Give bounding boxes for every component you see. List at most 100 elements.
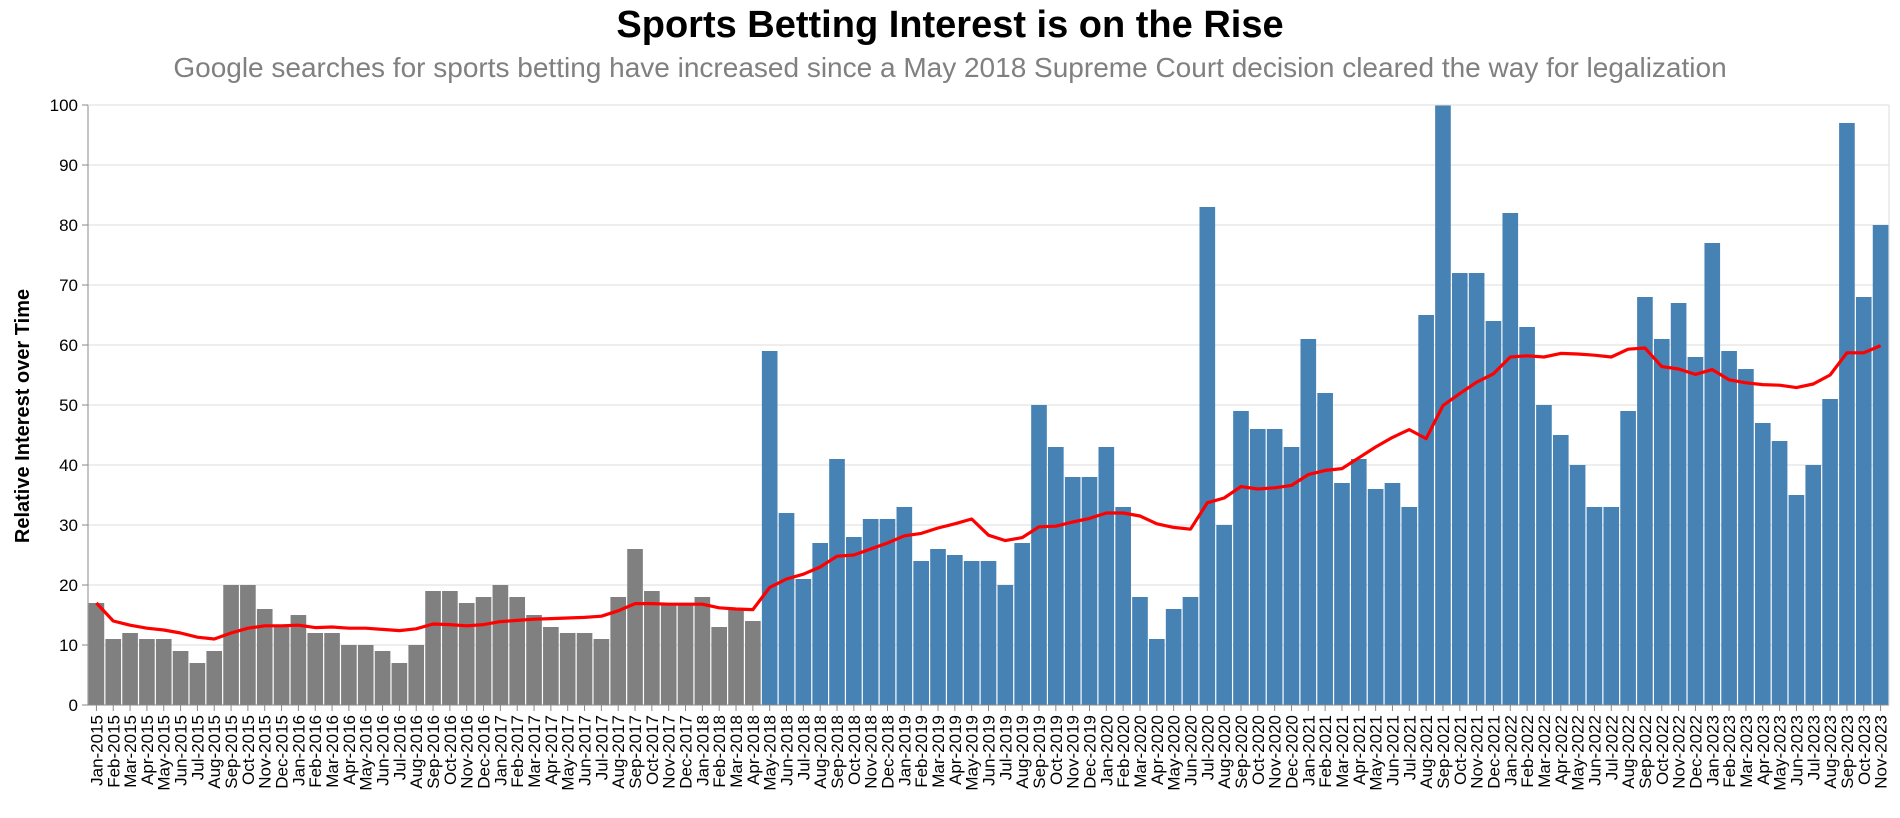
bar (778, 513, 795, 705)
bar (172, 651, 189, 705)
bar (307, 633, 324, 705)
x-tick-label: Oct-2016 (441, 715, 460, 785)
x-tick-label: Jul-2021 (1400, 715, 1419, 780)
x-tick-label: Dec-2017 (677, 715, 696, 789)
x-tick-label: Feb-2017 (508, 715, 527, 788)
x-tick-label: Apr-2015 (138, 715, 157, 785)
x-tick-label: Jul-2018 (794, 715, 813, 780)
bar (543, 627, 559, 705)
x-tick-label: Oct-2018 (845, 715, 864, 785)
x-tick-label: Nov-2016 (458, 715, 477, 789)
trend-line-layer (95, 344, 1882, 641)
bar (1283, 447, 1300, 705)
x-tick-label: Apr-2018 (744, 715, 763, 785)
bar (593, 639, 610, 705)
bar (1738, 369, 1754, 705)
x-tick-label: Apr-2021 (1350, 715, 1369, 785)
bar (1468, 273, 1485, 705)
x-tick-label: Mar-2017 (525, 715, 544, 788)
x-tick-label: Dec-2015 (273, 715, 292, 789)
x-tick-label: May-2023 (1771, 715, 1790, 791)
bar (1637, 297, 1653, 705)
x-tick-label: Feb-2023 (1720, 715, 1739, 788)
bar (1872, 225, 1889, 705)
x-tick-label: Sep-2019 (1030, 715, 1049, 789)
x-tick-label: Mar-2019 (929, 715, 948, 788)
x-tick-label: Nov-2023 (1872, 715, 1891, 789)
bar (862, 519, 879, 705)
y-tick-label: 0 (69, 696, 78, 715)
bar (1317, 393, 1333, 705)
x-tick-label: Jan-2016 (289, 715, 308, 786)
bar (644, 591, 660, 705)
bar (425, 591, 441, 705)
x-tick-label: Feb-2018 (710, 715, 729, 788)
x-tick-label: Dec-2019 (1080, 715, 1099, 789)
bar (896, 507, 913, 705)
x-tick-label: Mar-2020 (1131, 715, 1150, 788)
x-tick-label: Jan-2018 (693, 715, 712, 786)
bar (88, 603, 105, 705)
x-tick-label: Feb-2022 (1518, 715, 1537, 788)
bar (1350, 459, 1367, 705)
x-tick-label: Jul-2019 (996, 715, 1015, 780)
x-tick-label: Mar-2018 (727, 715, 746, 788)
bars (88, 105, 1889, 705)
bar (1048, 447, 1064, 705)
bar (879, 519, 896, 705)
bar (1384, 483, 1401, 705)
bar (1165, 609, 1182, 705)
bar (1216, 525, 1232, 705)
bar (1569, 465, 1586, 705)
x-tick-label: Aug-2022 (1619, 715, 1638, 789)
bar (1199, 207, 1216, 705)
bar (1771, 441, 1788, 705)
bar (189, 663, 206, 705)
bar (1687, 357, 1704, 705)
x-tick-label: May-2017 (559, 715, 578, 791)
bar (627, 549, 643, 705)
bar (509, 597, 526, 705)
bar (1603, 507, 1620, 705)
bar (812, 543, 828, 705)
x-tick-label: Sep-2018 (828, 715, 847, 789)
x-tick-label: Sep-2017 (626, 715, 645, 789)
x-tick-label: Jun-2022 (1585, 715, 1604, 786)
y-tick-label: 40 (59, 456, 78, 475)
bar (408, 645, 425, 705)
x-tick-label: Apr-2020 (1148, 715, 1167, 785)
x-tick-label: Jul-2016 (390, 715, 409, 780)
bar (1132, 597, 1148, 705)
y-tick-label: 60 (59, 336, 78, 355)
bar (526, 615, 542, 705)
bar (1788, 495, 1805, 705)
x-tick-label: Dec-2022 (1686, 715, 1705, 789)
x-tick-label: Aug-2017 (609, 715, 628, 789)
bar (442, 591, 458, 705)
x-tick-label: Oct-2017 (643, 715, 662, 785)
bar (105, 639, 122, 705)
x-tick-label: Dec-2020 (1282, 715, 1301, 789)
x-tick-label: Jun-2016 (374, 715, 393, 786)
x-tick-label: Mar-2015 (121, 715, 140, 788)
bar (290, 615, 307, 705)
x-tick-label: Mar-2021 (1333, 715, 1352, 788)
x-tick-label: Oct-2019 (1047, 715, 1066, 785)
bar (1586, 507, 1603, 705)
x-tick-label: Aug-2018 (811, 715, 830, 789)
bar (324, 633, 340, 705)
bar (1754, 423, 1771, 705)
bar (256, 609, 273, 705)
x-tick-label: Sep-2016 (424, 715, 443, 789)
bar (1182, 597, 1199, 705)
bar (122, 633, 138, 705)
x-tick-label: Aug-2015 (205, 715, 224, 789)
x-tick-label: Jan-2020 (1097, 715, 1116, 786)
x-tick-label: Jan-2017 (491, 715, 510, 786)
x-tick-label: Jan-2015 (87, 715, 106, 786)
bar (391, 663, 408, 705)
x-tick-label: Dec-2016 (475, 715, 494, 789)
x-tick-label: Dec-2021 (1484, 715, 1503, 789)
y-tick-label: 90 (59, 156, 78, 175)
bar (846, 537, 862, 705)
